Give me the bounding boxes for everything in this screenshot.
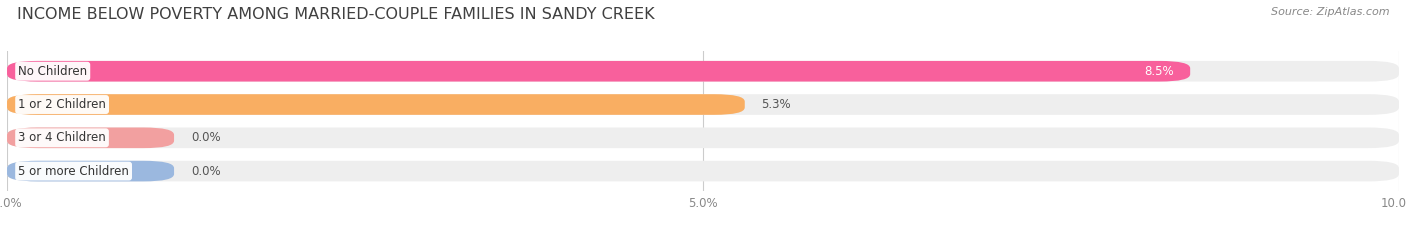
FancyBboxPatch shape (7, 61, 1399, 82)
Text: 1 or 2 Children: 1 or 2 Children (18, 98, 105, 111)
Text: 0.0%: 0.0% (191, 131, 221, 144)
Text: 0.0%: 0.0% (191, 164, 221, 178)
FancyBboxPatch shape (7, 94, 745, 115)
FancyBboxPatch shape (7, 61, 1191, 82)
FancyBboxPatch shape (7, 161, 1399, 182)
FancyBboxPatch shape (7, 94, 1399, 115)
Text: 8.5%: 8.5% (1144, 65, 1174, 78)
Text: 5.3%: 5.3% (762, 98, 792, 111)
Text: 5 or more Children: 5 or more Children (18, 164, 129, 178)
Text: No Children: No Children (18, 65, 87, 78)
Text: 3 or 4 Children: 3 or 4 Children (18, 131, 105, 144)
Text: INCOME BELOW POVERTY AMONG MARRIED-COUPLE FAMILIES IN SANDY CREEK: INCOME BELOW POVERTY AMONG MARRIED-COUPL… (17, 7, 655, 22)
FancyBboxPatch shape (7, 161, 174, 182)
FancyBboxPatch shape (7, 127, 1399, 148)
FancyBboxPatch shape (7, 127, 174, 148)
Text: Source: ZipAtlas.com: Source: ZipAtlas.com (1271, 7, 1389, 17)
